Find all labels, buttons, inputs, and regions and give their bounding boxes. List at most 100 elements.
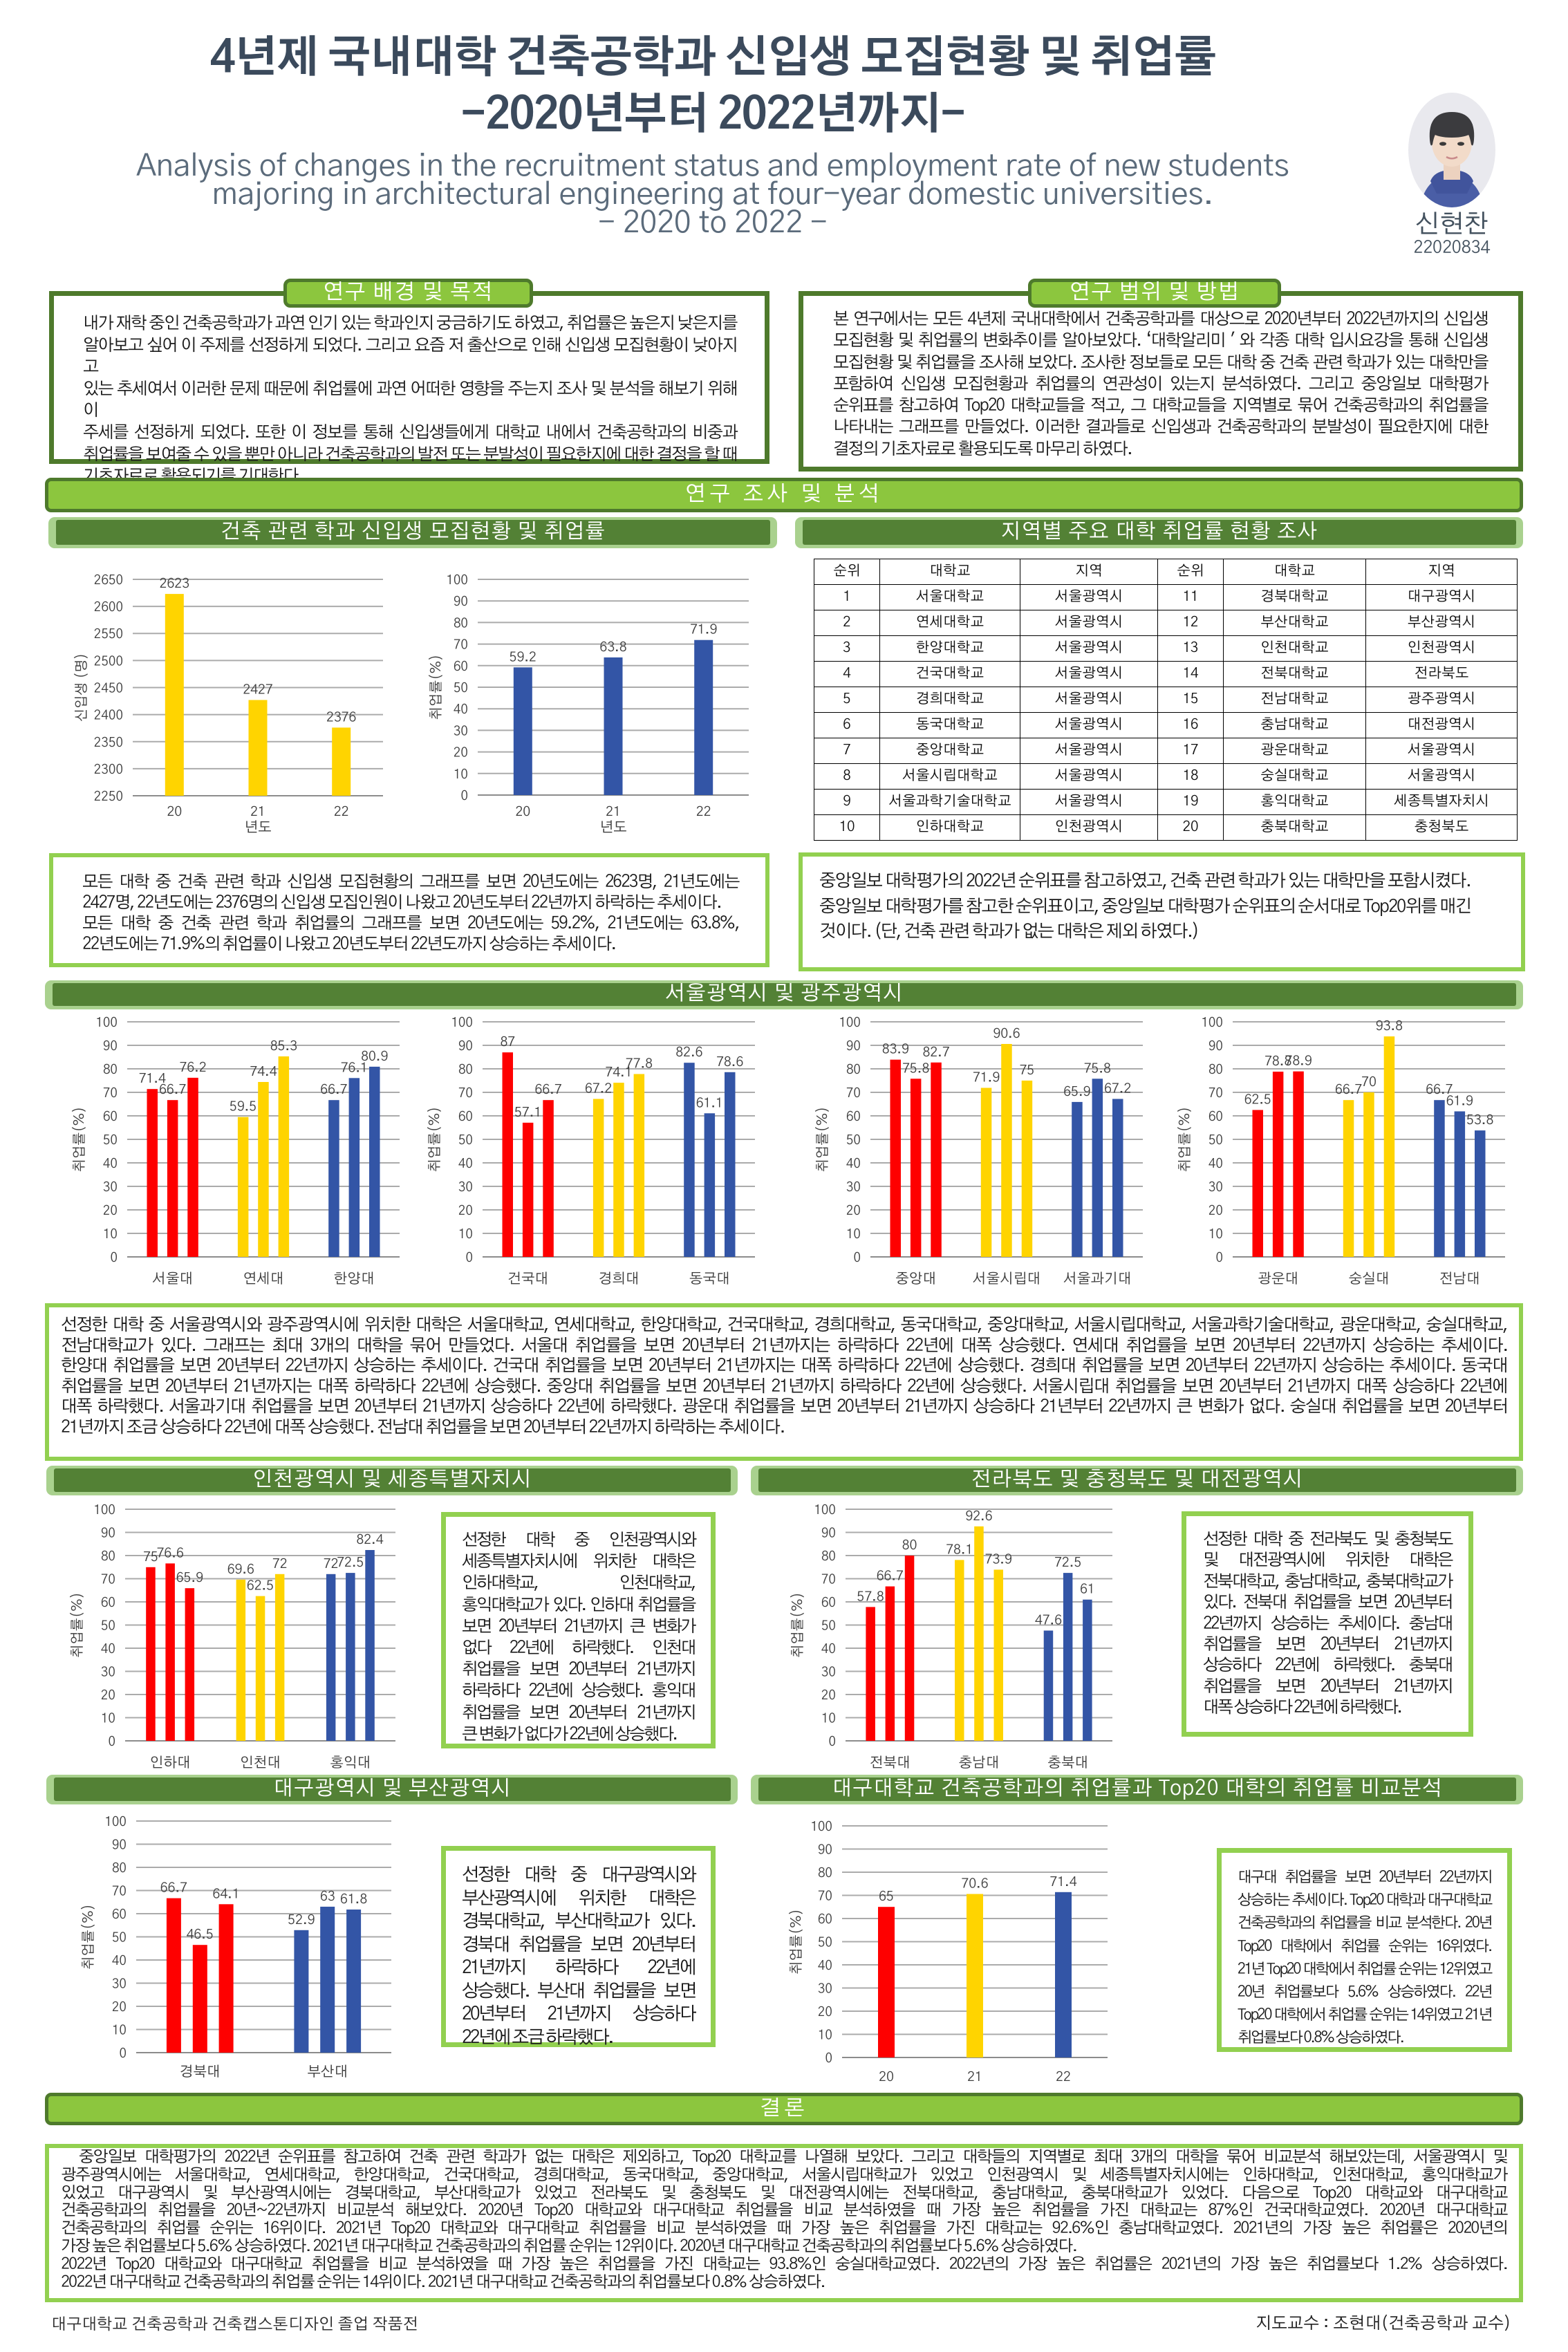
- svg-text:20: 20: [879, 2070, 894, 2084]
- svg-text:취업률(%): 취업률(%): [788, 1909, 804, 1975]
- svg-text:취업률(%): 취업률(%): [790, 1592, 805, 1658]
- svg-text:충남대: 충남대: [958, 1755, 999, 1771]
- svg-text:30: 30: [818, 1983, 832, 1996]
- svg-text:2400: 2400: [94, 709, 123, 722]
- svg-text:77.8: 77.8: [626, 1057, 653, 1071]
- svg-text:70: 70: [846, 1087, 861, 1100]
- svg-text:70: 70: [1361, 1075, 1376, 1089]
- svg-text:0: 0: [1215, 1251, 1223, 1264]
- svg-text:10: 10: [1208, 1228, 1223, 1241]
- svg-text:40: 40: [112, 1954, 127, 1968]
- svg-text:90: 90: [846, 1040, 861, 1053]
- svg-text:20: 20: [454, 747, 468, 760]
- svg-text:47.6: 47.6: [1035, 1614, 1062, 1627]
- svg-text:60: 60: [101, 1596, 115, 1609]
- svg-text:67.2: 67.2: [585, 1082, 612, 1096]
- svg-text:50: 50: [112, 1932, 127, 1945]
- svg-text:30: 30: [101, 1666, 115, 1679]
- svg-text:61: 61: [1080, 1583, 1095, 1596]
- svg-text:2250: 2250: [94, 790, 123, 803]
- svg-text:80: 80: [103, 1063, 118, 1076]
- svg-text:72.5: 72.5: [337, 1556, 364, 1569]
- svg-text:66.7: 66.7: [160, 1881, 187, 1895]
- svg-text:66.7: 66.7: [159, 1083, 186, 1096]
- svg-text:20: 20: [112, 2001, 127, 2014]
- svg-text:100: 100: [95, 1016, 118, 1029]
- svg-text:40: 40: [821, 1643, 836, 1656]
- svg-text:경북대: 경북대: [180, 2064, 221, 2080]
- svg-text:21: 21: [967, 2070, 982, 2084]
- svg-text:61.8: 61.8: [340, 1892, 367, 1906]
- svg-text:59.5: 59.5: [230, 1100, 256, 1114]
- svg-text:65.9: 65.9: [176, 1571, 203, 1585]
- svg-text:10: 10: [112, 2024, 127, 2037]
- svg-text:2600: 2600: [94, 601, 123, 614]
- svg-text:년도: 년도: [244, 820, 271, 835]
- svg-text:50: 50: [1208, 1134, 1223, 1147]
- svg-text:90: 90: [818, 1844, 832, 1857]
- svg-text:71.9: 71.9: [690, 623, 717, 637]
- svg-text:71.4: 71.4: [1049, 1875, 1076, 1889]
- svg-text:76.1: 76.1: [341, 1061, 368, 1074]
- svg-text:52.9: 52.9: [288, 1913, 315, 1927]
- svg-text:60: 60: [846, 1110, 861, 1123]
- svg-text:숭실대: 숭실대: [1348, 1271, 1389, 1287]
- svg-text:30: 30: [458, 1181, 473, 1194]
- svg-text:취업률(%): 취업률(%): [814, 1107, 830, 1173]
- svg-text:60: 60: [458, 1110, 473, 1123]
- svg-text:20: 20: [167, 805, 182, 819]
- svg-text:66.7: 66.7: [1335, 1083, 1362, 1096]
- svg-text:76.6: 76.6: [157, 1546, 184, 1560]
- svg-text:80: 80: [112, 1862, 127, 1875]
- svg-text:67.2: 67.2: [1104, 1082, 1131, 1096]
- svg-text:동국대: 동국대: [689, 1271, 730, 1287]
- svg-text:78.8: 78.8: [1264, 1054, 1291, 1068]
- svg-text:90: 90: [821, 1527, 836, 1540]
- svg-text:2450: 2450: [94, 682, 123, 696]
- svg-text:인천대: 인천대: [240, 1755, 281, 1771]
- svg-text:40: 40: [1208, 1157, 1223, 1170]
- svg-text:80: 80: [821, 1550, 836, 1563]
- svg-text:76.2: 76.2: [179, 1061, 206, 1074]
- svg-text:30: 30: [846, 1181, 861, 1194]
- svg-text:90: 90: [1208, 1040, 1223, 1053]
- svg-text:100: 100: [839, 1016, 861, 1029]
- svg-text:65.9: 65.9: [1063, 1085, 1090, 1099]
- svg-text:75.8: 75.8: [1084, 1061, 1111, 1075]
- svg-text:2623: 2623: [160, 577, 190, 590]
- svg-text:66.7: 66.7: [320, 1083, 347, 1096]
- svg-text:20: 20: [458, 1204, 473, 1217]
- svg-text:취업률(%): 취업률(%): [69, 1592, 85, 1658]
- svg-text:66.7: 66.7: [877, 1569, 904, 1583]
- svg-text:60: 60: [112, 1908, 127, 1921]
- svg-text:70: 70: [103, 1087, 118, 1100]
- svg-text:취업률(%): 취업률(%): [427, 1107, 442, 1173]
- svg-text:90: 90: [454, 595, 468, 608]
- svg-text:60: 60: [818, 1913, 832, 1926]
- svg-text:57.8: 57.8: [857, 1589, 884, 1603]
- svg-text:전남대: 전남대: [1439, 1271, 1480, 1287]
- svg-text:57.1: 57.1: [514, 1105, 541, 1119]
- svg-text:0: 0: [828, 1735, 836, 1748]
- svg-text:년도: 년도: [599, 820, 626, 835]
- svg-text:75: 75: [1020, 1063, 1035, 1077]
- svg-text:80: 80: [101, 1550, 115, 1563]
- svg-text:홍익대: 홍익대: [330, 1755, 371, 1771]
- svg-text:80.9: 80.9: [361, 1049, 388, 1063]
- svg-text:75.8: 75.8: [902, 1061, 929, 1075]
- svg-text:취업률(%): 취업률(%): [428, 655, 444, 720]
- svg-text:30: 30: [454, 725, 468, 738]
- svg-text:61.1: 61.1: [696, 1096, 723, 1110]
- svg-text:21: 21: [606, 805, 621, 819]
- svg-text:46.5: 46.5: [187, 1928, 214, 1941]
- svg-text:40: 40: [846, 1157, 861, 1170]
- svg-text:75: 75: [143, 1550, 158, 1564]
- svg-text:서울대: 서울대: [152, 1271, 193, 1287]
- svg-text:0: 0: [825, 2052, 832, 2065]
- svg-text:100: 100: [104, 1816, 127, 1829]
- svg-text:62.5: 62.5: [1244, 1093, 1271, 1107]
- svg-text:80: 80: [902, 1538, 917, 1552]
- svg-text:100: 100: [451, 1016, 473, 1029]
- svg-text:60: 60: [1208, 1110, 1223, 1123]
- svg-text:50: 50: [454, 682, 468, 695]
